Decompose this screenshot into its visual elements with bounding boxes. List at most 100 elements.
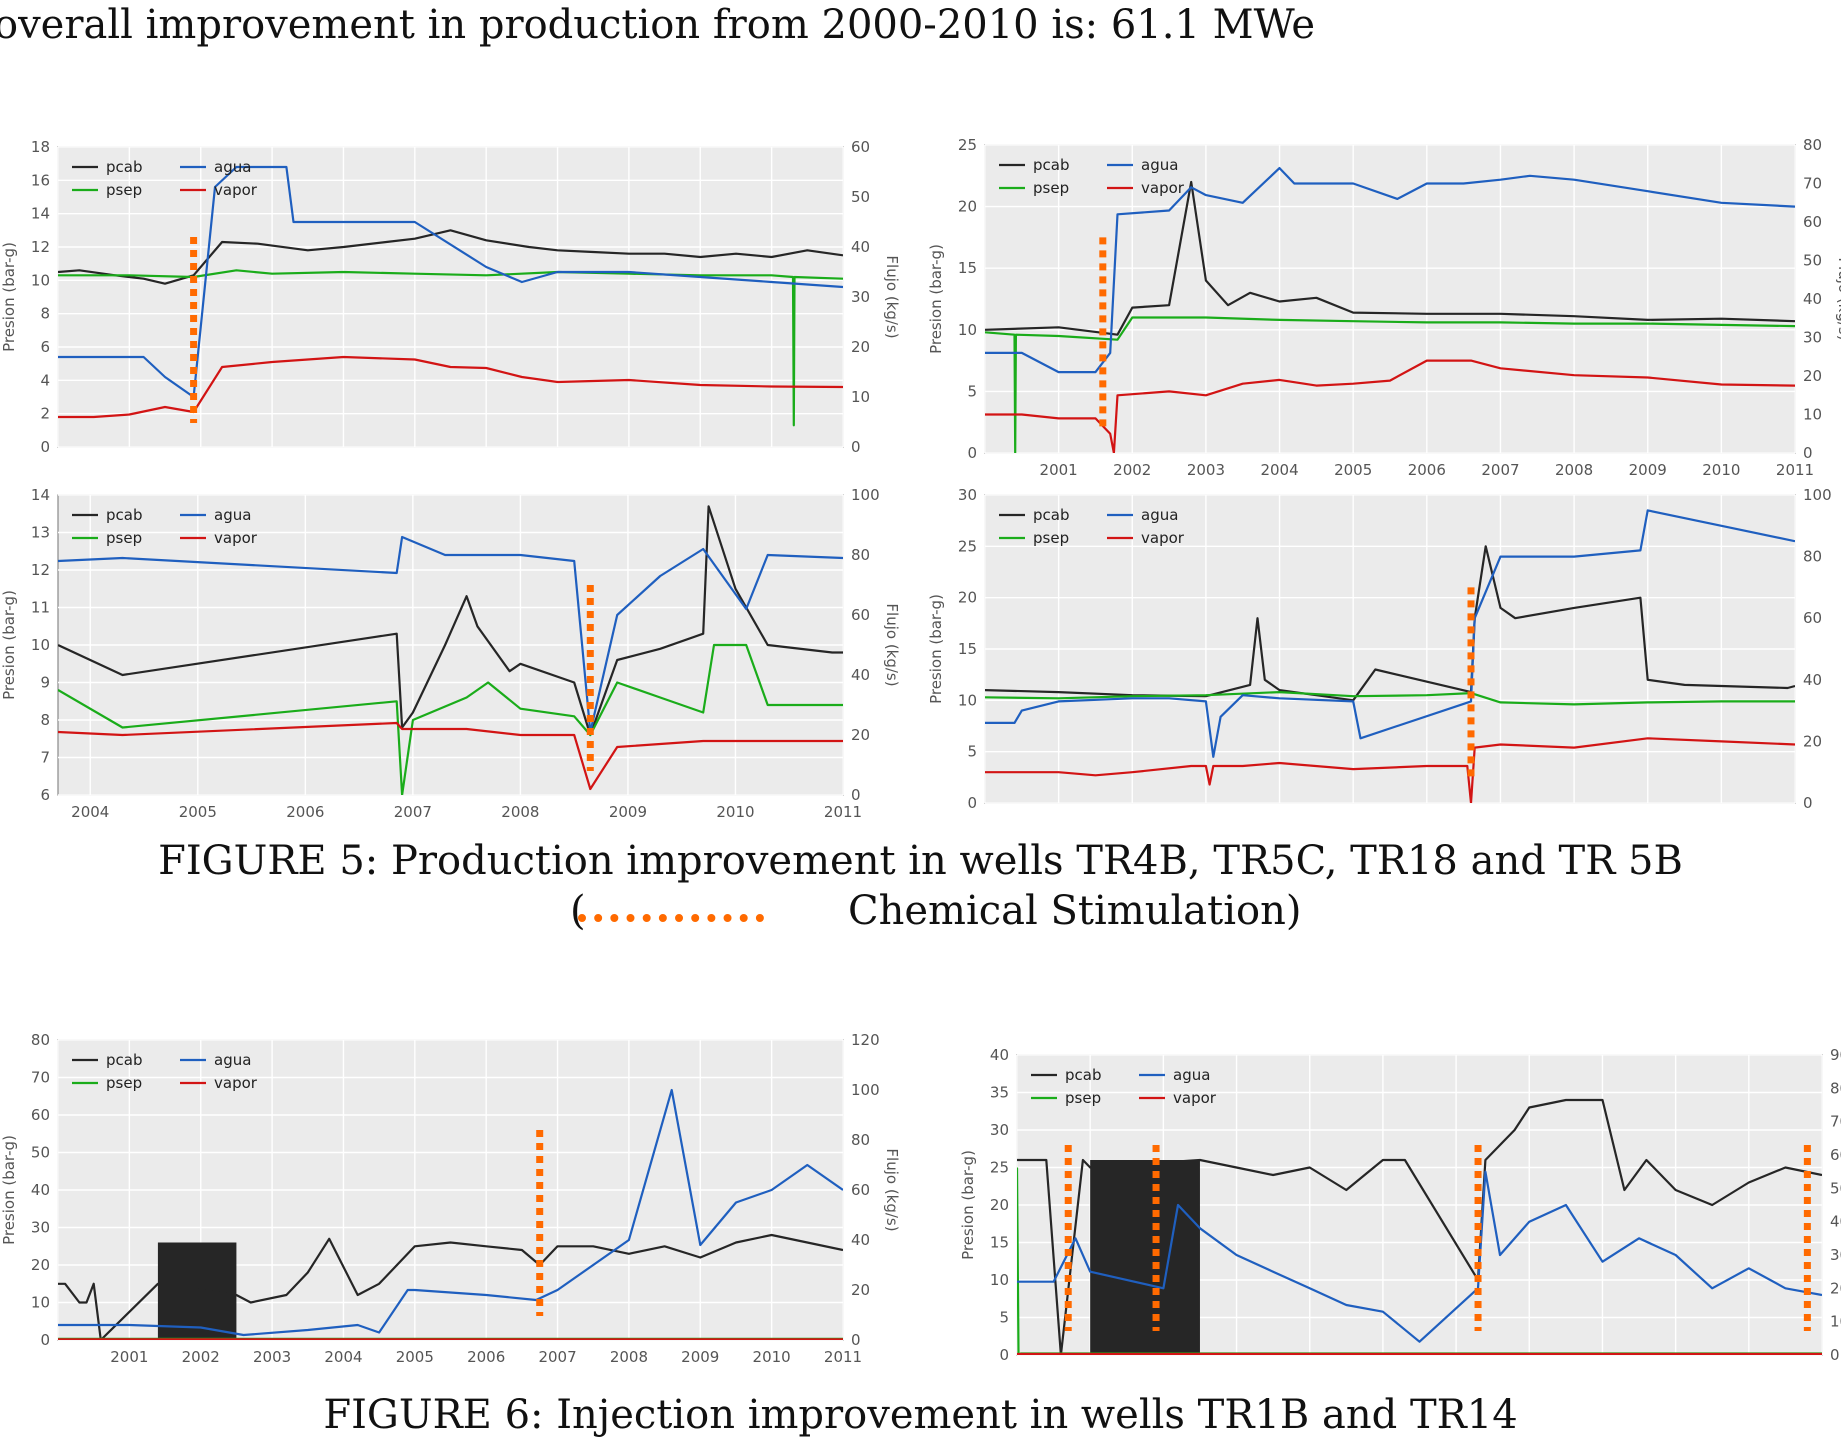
series-line-agua (58, 535, 843, 734)
y-tick-label: 0 (40, 1331, 50, 1349)
legend-label-agua: agua (214, 1051, 251, 1069)
y2-tick-label: 30 (1830, 1246, 1841, 1264)
chart-svg: 0 5 10 15 20 25 30 35 40 0 10 20 30 40 50 60 70 80 90 Presi… (959, 1046, 1841, 1364)
series-line-psep (985, 691, 1795, 706)
series-line-vapor (985, 737, 1795, 803)
stimulation-legend-dashes (578, 914, 764, 922)
y-tick-label: 25 (958, 537, 977, 555)
y-axis-label: Presion (bar-g) (927, 244, 945, 354)
x-tick-label: 2002 (182, 1348, 220, 1366)
series-line-vapor (58, 721, 843, 791)
y-tick-label: 6 (40, 786, 50, 804)
y-tick-label: 14 (31, 486, 50, 504)
series-line-vapor (58, 355, 843, 419)
y2-axis-label: Flujo (kg/s) (1835, 257, 1841, 340)
y-tick-label: 5 (967, 743, 977, 761)
series-line-psep (58, 643, 843, 795)
x-tick-label: 2008 (1555, 461, 1593, 479)
x-tick-label: 2007 (394, 803, 432, 821)
figure5-caption-line2: Chemical Stimulation) (848, 888, 1302, 934)
y2-tick-label: 40 (851, 666, 870, 684)
x-tick-label: 2009 (609, 803, 647, 821)
y2-axis-label: Flujo (kg/s) (883, 603, 901, 686)
y-tick-label: 10 (31, 1294, 50, 1312)
y2-tick-label: 60 (1803, 609, 1822, 627)
legend-label-psep: psep (1065, 1089, 1101, 1107)
x-tick-label: 2006 (286, 803, 324, 821)
legend-label-vapor: vapor (1141, 529, 1185, 547)
legend-label-pcab: pcab (106, 1051, 142, 1069)
y2-tick-label: 80 (1803, 136, 1822, 154)
series-band-pcab (1090, 1160, 1200, 1355)
x-tick-label: 2007 (1481, 461, 1519, 479)
y-tick-label: 0 (967, 794, 977, 812)
y-axis-label: Presion (bar-g) (0, 590, 18, 700)
y-tick-label: 18 (31, 138, 50, 156)
series-line-agua (1017, 1170, 1822, 1343)
series-line-pcab (58, 505, 843, 737)
y-tick-label: 0 (967, 444, 977, 462)
y2-tick-label: 20 (851, 726, 870, 744)
y2-axis-label: Flujo (kg/s) (883, 1148, 901, 1231)
y2-axis-label: Flujo (kg/s) (883, 255, 901, 338)
y2-tick-label: 50 (851, 188, 870, 206)
x-tick-label: 2010 (1702, 461, 1740, 479)
y-tick-label: 5 (999, 1309, 1009, 1327)
y-tick-label: 10 (31, 271, 50, 289)
chart-panel-tr4b: 0 2 4 6 8 10 12 14 16 18 0 10 20 30 40 50 60 Presion (bar… (0, 135, 901, 465)
y-tick-label: 35 (990, 1084, 1009, 1102)
x-tick-label: 2009 (1629, 461, 1667, 479)
y-tick-label: 10 (958, 321, 977, 339)
chart-panel-tr1b: 0 10 20 30 40 50 60 70 80 0 20 40 60 80 100 120 2001 2002… (0, 1025, 901, 1375)
legend-label-vapor: vapor (214, 529, 258, 547)
figure5-caption-line1: FIGURE 5: Production improvement in well… (158, 838, 1683, 884)
y-tick-label: 15 (958, 259, 977, 277)
y2-tick-label: 100 (1803, 486, 1832, 504)
series-line-pcab (58, 1233, 843, 1340)
y-axis-label: Presion (bar-g) (0, 1135, 18, 1245)
chart-svg: 0 5 10 15 20 25 30 0 20 40 60 80 100 Presion (bar-g) p… (927, 486, 1832, 812)
y2-tick-label: 30 (851, 288, 870, 306)
y-axis-label: Presion (bar-g) (959, 1150, 977, 1260)
y-tick-label: 0 (999, 1346, 1009, 1364)
legend-label-psep: psep (1033, 179, 1069, 197)
y-tick-label: 12 (31, 561, 50, 579)
series-line-agua (58, 1088, 843, 1337)
y2-tick-label: 40 (1803, 671, 1822, 689)
y-tick-label: 8 (40, 305, 50, 323)
y2-tick-label: 0 (851, 438, 861, 456)
y-tick-label: 30 (31, 1219, 50, 1237)
y2-tick-label: 20 (851, 338, 870, 356)
y-tick-label: 6 (40, 338, 50, 356)
y2-tick-label: 10 (1830, 1313, 1841, 1331)
chart-svg: 6 7 8 9 10 11 12 13 14 0 20 40 60 80 100 2004 2005 2006 20… (0, 486, 901, 821)
y-tick-label: 10 (958, 691, 977, 709)
y-tick-label: 25 (990, 1159, 1009, 1177)
y2-tick-label: 0 (1803, 444, 1813, 462)
y2-tick-label: 80 (851, 1131, 870, 1149)
chart-svg: 0 10 20 30 40 50 60 70 80 0 20 40 60 80 100 120 2001 2002… (0, 1031, 901, 1366)
series-line-psep (58, 269, 843, 427)
y2-tick-label: 90 (1830, 1046, 1841, 1064)
y2-tick-label: 0 (851, 1331, 861, 1349)
legend-label-psep: psep (106, 529, 142, 547)
y-tick-label: 60 (31, 1106, 50, 1124)
x-tick-label: 2003 (1187, 461, 1225, 479)
y-tick-label: 15 (990, 1234, 1009, 1252)
y-tick-label: 30 (958, 486, 977, 504)
y2-tick-label: 20 (1803, 732, 1822, 750)
y-axis-label: Presion (bar-g) (927, 594, 945, 704)
chart-panel-tr5b: 0 5 10 15 20 25 30 0 20 40 60 80 100 Presion (bar-g) p… (920, 485, 1841, 830)
y2-tick-label: 60 (1830, 1146, 1841, 1164)
y-tick-label: 70 (31, 1069, 50, 1087)
legend-label-pcab: pcab (1065, 1066, 1101, 1084)
legend-label-psep: psep (106, 1074, 142, 1092)
y-tick-label: 20 (31, 1256, 50, 1274)
legend-label-pcab: pcab (1033, 156, 1069, 174)
legend-label-pcab: pcab (106, 158, 142, 176)
y2-tick-label: 20 (851, 1281, 870, 1299)
y2-tick-label: 0 (1803, 794, 1813, 812)
y2-tick-label: 80 (851, 546, 870, 564)
y-tick-label: 5 (967, 382, 977, 400)
y-tick-label: 40 (990, 1046, 1009, 1064)
